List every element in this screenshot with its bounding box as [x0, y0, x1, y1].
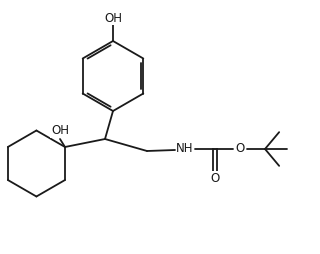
Text: NH: NH — [176, 142, 194, 155]
Text: O: O — [210, 171, 220, 184]
Text: OH: OH — [51, 124, 69, 137]
Text: OH: OH — [104, 11, 122, 24]
Text: O: O — [236, 142, 244, 155]
